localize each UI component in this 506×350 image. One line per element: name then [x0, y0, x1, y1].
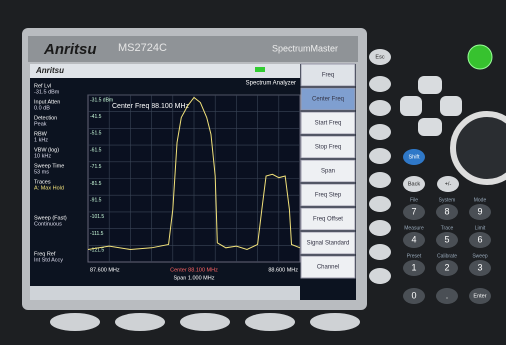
bottom-button[interactable]	[115, 313, 165, 331]
function-label: System	[439, 197, 456, 203]
side-button[interactable]	[369, 100, 391, 116]
soft-key-label: Freq Step	[315, 193, 342, 199]
soft-key-label: Span	[321, 169, 335, 175]
enter-key-label: Enter	[473, 293, 486, 299]
digit-key-label: 1	[411, 262, 416, 272]
span: Span 1.000 MHz	[174, 275, 215, 281]
digit-key-label: .	[446, 290, 449, 300]
param-value: Int Std Accy	[34, 257, 63, 263]
brand: Anritsu	[43, 41, 97, 58]
y-tick-label: -51.5	[90, 131, 102, 137]
side-button[interactable]	[369, 244, 391, 260]
shift-key-label: Shift	[408, 154, 419, 160]
bottom-bar	[30, 286, 300, 300]
function-label: Mode	[474, 197, 487, 203]
y-tick-label: -41.5	[90, 114, 102, 120]
arrow-left[interactable]	[400, 96, 422, 116]
arrow-right[interactable]	[440, 96, 462, 116]
digit-key-label: 7	[411, 206, 416, 216]
bottom-button[interactable]	[50, 313, 100, 331]
start-freq: 87.600 MHz	[90, 267, 120, 273]
center-freq-label: Center Freq 88.100 MHz	[112, 103, 190, 110]
bottom-button[interactable]	[310, 313, 360, 331]
soft-key-label: Stop Freq	[315, 145, 341, 151]
param-value: 0.0 dB	[34, 105, 50, 111]
side-button[interactable]	[369, 148, 391, 164]
param-value: A: Max Hold	[34, 185, 64, 191]
y-tick-label: -81.5	[90, 181, 102, 187]
side-button[interactable]	[369, 172, 391, 188]
product: SpectrumMaster	[272, 43, 338, 53]
y-tick-label: -91.5	[90, 198, 102, 204]
side-button[interactable]	[369, 196, 391, 212]
rotary-knob[interactable]	[453, 114, 506, 182]
soft-key-label: Center Freq	[312, 97, 344, 103]
digit-key-label: 3	[477, 262, 482, 272]
soft-key-label: Channel	[317, 265, 339, 271]
y-tick-label: -31.5 dBm	[90, 97, 113, 103]
power-button[interactable]	[468, 45, 492, 69]
arrow-down[interactable]	[418, 118, 442, 136]
digit-key-label: 9	[477, 206, 482, 216]
y-tick-label: -61.5	[90, 147, 102, 153]
soft-keys: Freq Center Freq Start Freq Stop Freq Span Fr…	[301, 64, 355, 278]
digit-key-label: 8	[444, 206, 449, 216]
y-tick-label: -71.5	[90, 164, 102, 170]
digit-key-label: 2	[444, 262, 449, 272]
mode-label: Spectrum Analyzer	[246, 81, 296, 87]
center-freq: Center 88.100 MHz	[170, 267, 218, 273]
param-value: Peak	[34, 121, 47, 127]
arrow-up[interactable]	[418, 76, 442, 94]
status-indicator	[255, 67, 265, 72]
side-button[interactable]	[369, 76, 391, 92]
side-button[interactable]	[369, 220, 391, 236]
function-label: Sweep	[472, 253, 488, 259]
param-value: 10 kHz	[34, 153, 51, 159]
soft-key-label: Freq Offset	[313, 217, 343, 223]
digit-key-label: 0	[411, 290, 416, 300]
digit-key-label: 5	[444, 234, 449, 244]
digit-key-label: 6	[477, 234, 482, 244]
param-value: Continuous	[34, 221, 62, 227]
digit-key-label: 4	[411, 234, 416, 244]
model: MS2724C	[118, 42, 167, 54]
param-value: 1 kHz	[34, 137, 48, 143]
side-button[interactable]	[369, 124, 391, 140]
back-key-label: Back	[408, 181, 420, 187]
function-label: Trace	[441, 225, 454, 231]
y-tick-label: -101.5	[90, 214, 104, 220]
soft-key-label: Freq	[322, 73, 334, 79]
function-label: Limit	[475, 225, 486, 231]
soft-key-label: Start Freq	[315, 121, 342, 127]
stop-freq: 88.600 MHz	[268, 267, 298, 273]
param-value: -31.5 dBm	[34, 89, 60, 95]
function-label: Measure	[404, 225, 424, 231]
function-label: Calibrate	[437, 253, 457, 259]
side-button[interactable]	[369, 268, 391, 284]
sign-key-label: +/-	[445, 181, 452, 187]
bottom-button[interactable]	[245, 313, 295, 331]
bottom-button[interactable]	[180, 313, 230, 331]
screen-logo: Anritsu	[35, 66, 64, 75]
esc-key-label: Esc	[375, 54, 384, 60]
soft-key-label: Signal Standard	[307, 241, 350, 247]
function-label: Preset	[407, 253, 422, 259]
function-label: File	[410, 197, 418, 203]
param-value: 53 ms	[34, 169, 49, 175]
y-tick-label: -111.5	[90, 231, 104, 237]
device-photo: Anritsu MS2724C SpectrumMaster Anritsu S…	[0, 0, 506, 345]
